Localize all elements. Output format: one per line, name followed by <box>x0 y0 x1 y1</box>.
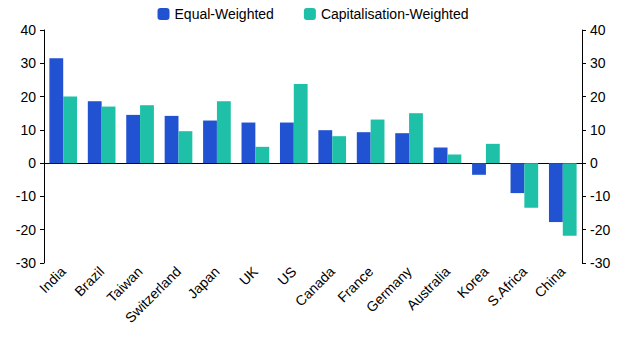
svg-text:Taiwan: Taiwan <box>103 263 146 306</box>
svg-text:30: 30 <box>590 55 606 71</box>
svg-text:Equal-Weighted: Equal-Weighted <box>175 6 274 22</box>
svg-text:-30: -30 <box>16 255 36 271</box>
svg-text:S.Africa: S.Africa <box>484 263 530 309</box>
svg-text:10: 10 <box>590 122 606 138</box>
svg-text:-10: -10 <box>16 188 36 204</box>
svg-text:-20: -20 <box>16 222 36 238</box>
svg-text:UK: UK <box>236 263 262 289</box>
svg-text:US: US <box>274 263 299 288</box>
svg-text:40: 40 <box>20 22 36 38</box>
svg-text:-10: -10 <box>590 188 610 204</box>
svg-text:France: France <box>334 263 377 306</box>
svg-text:20: 20 <box>20 89 36 105</box>
svg-text:20: 20 <box>590 89 606 105</box>
svg-text:Germany: Germany <box>363 263 415 315</box>
svg-text:India: India <box>36 263 69 296</box>
svg-text:-20: -20 <box>590 222 610 238</box>
svg-text:0: 0 <box>28 155 36 171</box>
svg-text:Korea: Korea <box>453 263 492 302</box>
svg-text:10: 10 <box>20 122 36 138</box>
svg-text:40: 40 <box>590 22 606 38</box>
svg-text:Brazil: Brazil <box>71 263 107 299</box>
svg-text:Australia: Australia <box>403 263 453 313</box>
svg-text:Japan: Japan <box>184 263 222 301</box>
svg-text:Switzerland: Switzerland <box>122 263 184 325</box>
svg-text:30: 30 <box>20 55 36 71</box>
svg-text:0: 0 <box>590 155 598 171</box>
svg-text:-30: -30 <box>590 255 610 271</box>
svg-text:China: China <box>531 263 568 300</box>
svg-text:Capitalisation-Weighted: Capitalisation-Weighted <box>321 6 469 22</box>
svg-text:Canada: Canada <box>292 263 338 309</box>
